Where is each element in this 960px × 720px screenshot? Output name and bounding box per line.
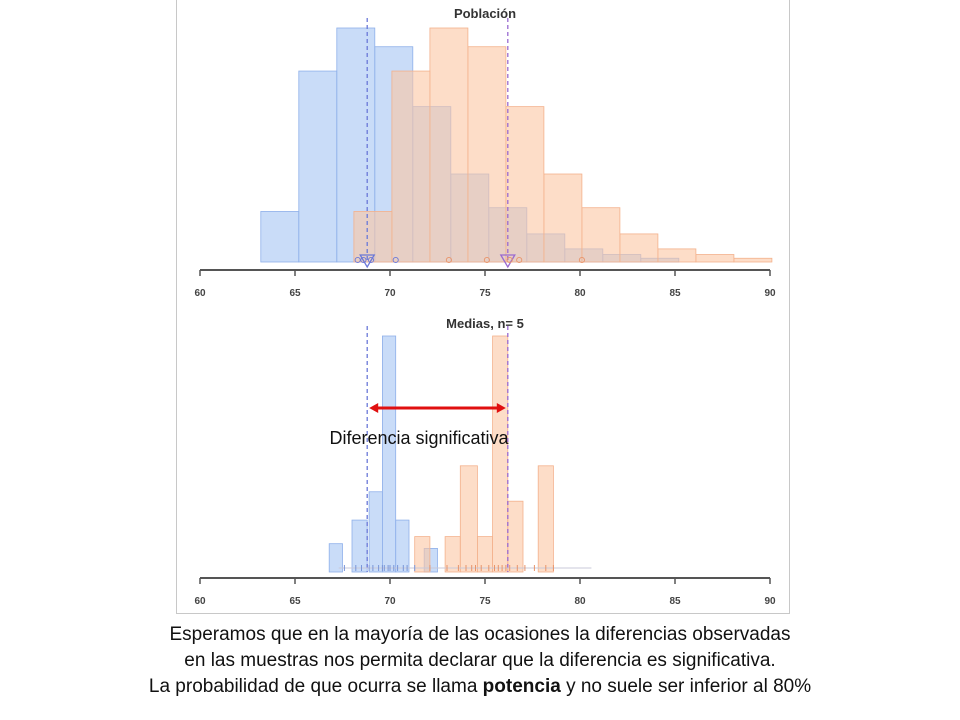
bar-series-1-bin-9 (695, 254, 735, 263)
bar-series-0-bin-4 (395, 519, 410, 573)
population-means (359, 18, 516, 269)
x-tick-label-0: 60 (194, 596, 206, 607)
sample-point-3 (392, 256, 399, 264)
caption: Esperamos que en la mayoría de las ocasi… (0, 622, 960, 700)
bar-series-0-bin-1 (298, 70, 338, 263)
sample-point-0 (354, 256, 361, 264)
arrow-head-left (369, 403, 379, 413)
bar-series-1-bin-10 (733, 257, 773, 263)
x-tick-label-5: 85 (669, 596, 681, 607)
mean-marker-series-0 (359, 254, 376, 269)
bar-series-1-bin-7 (619, 233, 659, 263)
means-x-axis: 60 65 70 75 80 85 90 (194, 577, 776, 607)
x-tick-label-4: 80 (574, 596, 586, 607)
x-tick-label-5: 85 (669, 288, 681, 299)
x-tick-label-2: 70 (384, 596, 396, 607)
bar-series-1-bin-8 (657, 248, 697, 263)
x-tick-label-1: 65 (289, 596, 301, 607)
difference-label: Diferencia significativa (329, 428, 509, 448)
bar-series-1-bin-0 (414, 536, 431, 573)
sample-point-1 (360, 256, 367, 264)
x-tick-label-6: 90 (764, 596, 776, 607)
caption-line-2: en las muestras nos permita declarar que… (184, 650, 776, 671)
sample-point-2 (367, 256, 375, 264)
bar-series-1-bin-5 (543, 173, 583, 263)
bar-series-1-bin-5 (507, 500, 524, 573)
bar-series-0-bin-3 (381, 335, 397, 573)
bar-series-1-bin-3 (467, 46, 507, 263)
population-panel: Población 60 65 70 75 80 85 90 (194, 6, 776, 299)
x-tick-label-0: 60 (194, 288, 206, 299)
population-sample-points (354, 256, 585, 264)
bar-series-0-bin-1 (351, 519, 368, 573)
bar-series-0-bin-0 (260, 211, 300, 263)
means-rug (338, 565, 592, 571)
x-tick-label-2: 70 (384, 288, 396, 299)
chart-frame: Población 60 65 70 75 80 85 90 Medias, n= 5 Di… (176, 0, 790, 614)
bar-series-1-bin-2 (459, 465, 478, 573)
means-mean-lines (366, 326, 509, 572)
bar-series-1-bin-6 (537, 465, 554, 573)
x-tick-label-1: 65 (289, 288, 301, 299)
caption-line-3-end: y no suele ser inferior al 80% (560, 676, 812, 697)
bar-series-1-bin-2 (429, 27, 469, 263)
bar-series-1-bin-4 (492, 335, 509, 573)
bar-series-0-bin-2 (368, 491, 383, 573)
sample-point-6 (506, 256, 513, 264)
caption-bold-term: potencia (482, 676, 561, 697)
x-tick-label-3: 75 (479, 288, 491, 299)
x-tick-label-6: 90 (764, 288, 776, 299)
arrow-head-right (496, 403, 506, 413)
means-panel: Medias, n= 5 Diferencia significativa 60… (194, 316, 776, 607)
bar-series-1-bin-1 (391, 70, 431, 263)
sample-point-7 (516, 256, 523, 264)
population-bars (260, 27, 773, 263)
sample-point-8 (578, 256, 585, 264)
sample-point-4 (445, 256, 452, 264)
means-title: Medias, n= 5 (446, 316, 524, 331)
means-bars (328, 335, 554, 573)
caption-line-3: La probabilidad de que ocurra se llama p… (0, 674, 960, 700)
bar-series-1-bin-3 (476, 536, 493, 573)
x-tick-label-3: 75 (479, 596, 491, 607)
caption-line-3-start: La probabilidad de que ocurra se llama (148, 676, 483, 697)
difference-arrow (369, 403, 506, 413)
bar-series-1-bin-6 (581, 207, 621, 263)
mean-marker-series-1 (499, 254, 516, 269)
bar-series-0-bin-0 (328, 543, 343, 573)
sample-point-5 (483, 256, 490, 264)
x-tick-label-4: 80 (574, 288, 586, 299)
population-title: Población (454, 6, 516, 21)
bar-series-1-bin-4 (505, 106, 545, 263)
chart-svg: Población 60 65 70 75 80 85 90 Medias, n= 5 Di… (194, 6, 776, 607)
population-x-axis: 60 65 70 75 80 85 90 (194, 269, 776, 299)
caption-line-1: Esperamos que en la mayoría de las ocasi… (169, 624, 791, 645)
